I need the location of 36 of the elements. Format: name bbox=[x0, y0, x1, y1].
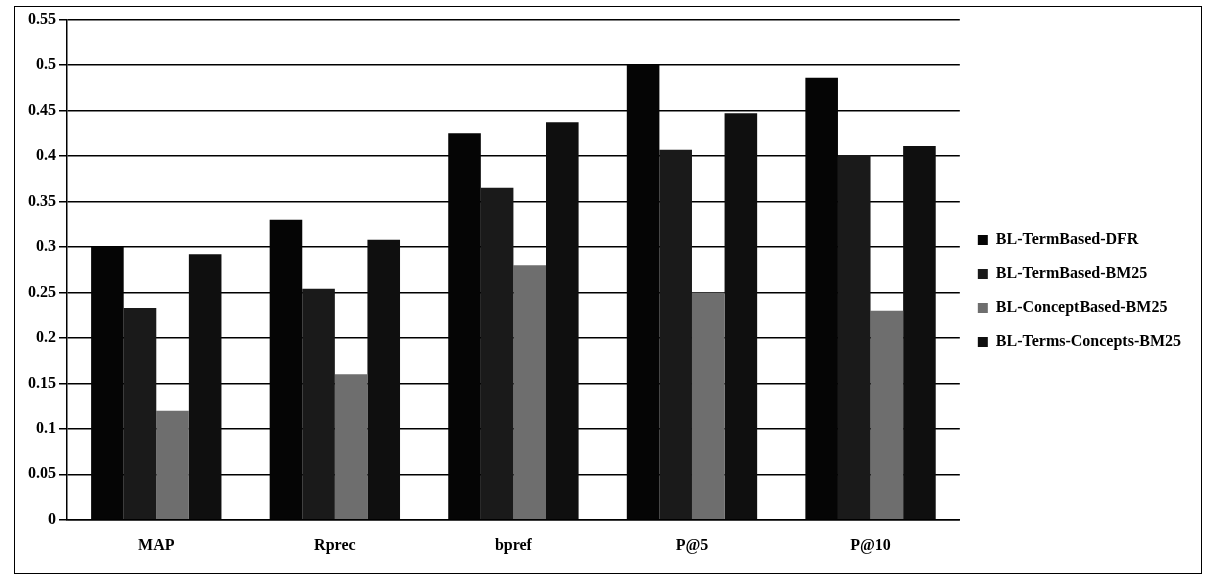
bar bbox=[546, 122, 579, 520]
x-tick-label: bpref bbox=[494, 535, 533, 554]
bar bbox=[302, 288, 335, 520]
bar bbox=[123, 307, 157, 520]
x-tick-label: Rprec bbox=[314, 535, 356, 554]
bar bbox=[870, 310, 904, 520]
y-tick-label: 0.3 bbox=[36, 237, 56, 255]
y-tick-label: 0.05 bbox=[28, 464, 56, 482]
y-tick-label: 0.25 bbox=[28, 282, 56, 300]
y-tick-label: 0.4 bbox=[36, 146, 56, 164]
legend-label: BL-TermBased-BM25 bbox=[995, 264, 1148, 282]
y-tick-label: 0 bbox=[48, 509, 56, 527]
x-tick-label: MAP bbox=[138, 535, 175, 553]
y-tick-label: 0.1 bbox=[36, 419, 56, 436]
bar bbox=[724, 113, 758, 520]
legend-label: BL-ConceptBased-BM25 bbox=[995, 298, 1168, 317]
legend-label: BL-TermBased-DFR bbox=[995, 230, 1139, 248]
bar bbox=[480, 187, 514, 520]
y-tick-label: 0.15 bbox=[28, 373, 56, 391]
bar bbox=[334, 374, 368, 520]
bar bbox=[367, 239, 401, 520]
legend-label: BL-Terms-Concepts-BM25 bbox=[995, 332, 1181, 351]
y-tick-label: 0.35 bbox=[28, 191, 56, 209]
bar bbox=[837, 155, 871, 520]
bar bbox=[691, 292, 725, 520]
y-tick-label: 0.2 bbox=[36, 328, 56, 346]
y-tick-label: 0.45 bbox=[28, 100, 56, 118]
bar bbox=[156, 410, 189, 520]
bar bbox=[903, 146, 936, 520]
bar bbox=[513, 265, 546, 520]
bar bbox=[659, 149, 692, 520]
x-tick-label: P@10 bbox=[850, 535, 891, 554]
x-tick-label: P@5 bbox=[675, 535, 709, 554]
y-tick-label: 0.55 bbox=[28, 9, 56, 27]
bar bbox=[188, 254, 222, 520]
y-tick-label: 0.5 bbox=[36, 55, 56, 73]
